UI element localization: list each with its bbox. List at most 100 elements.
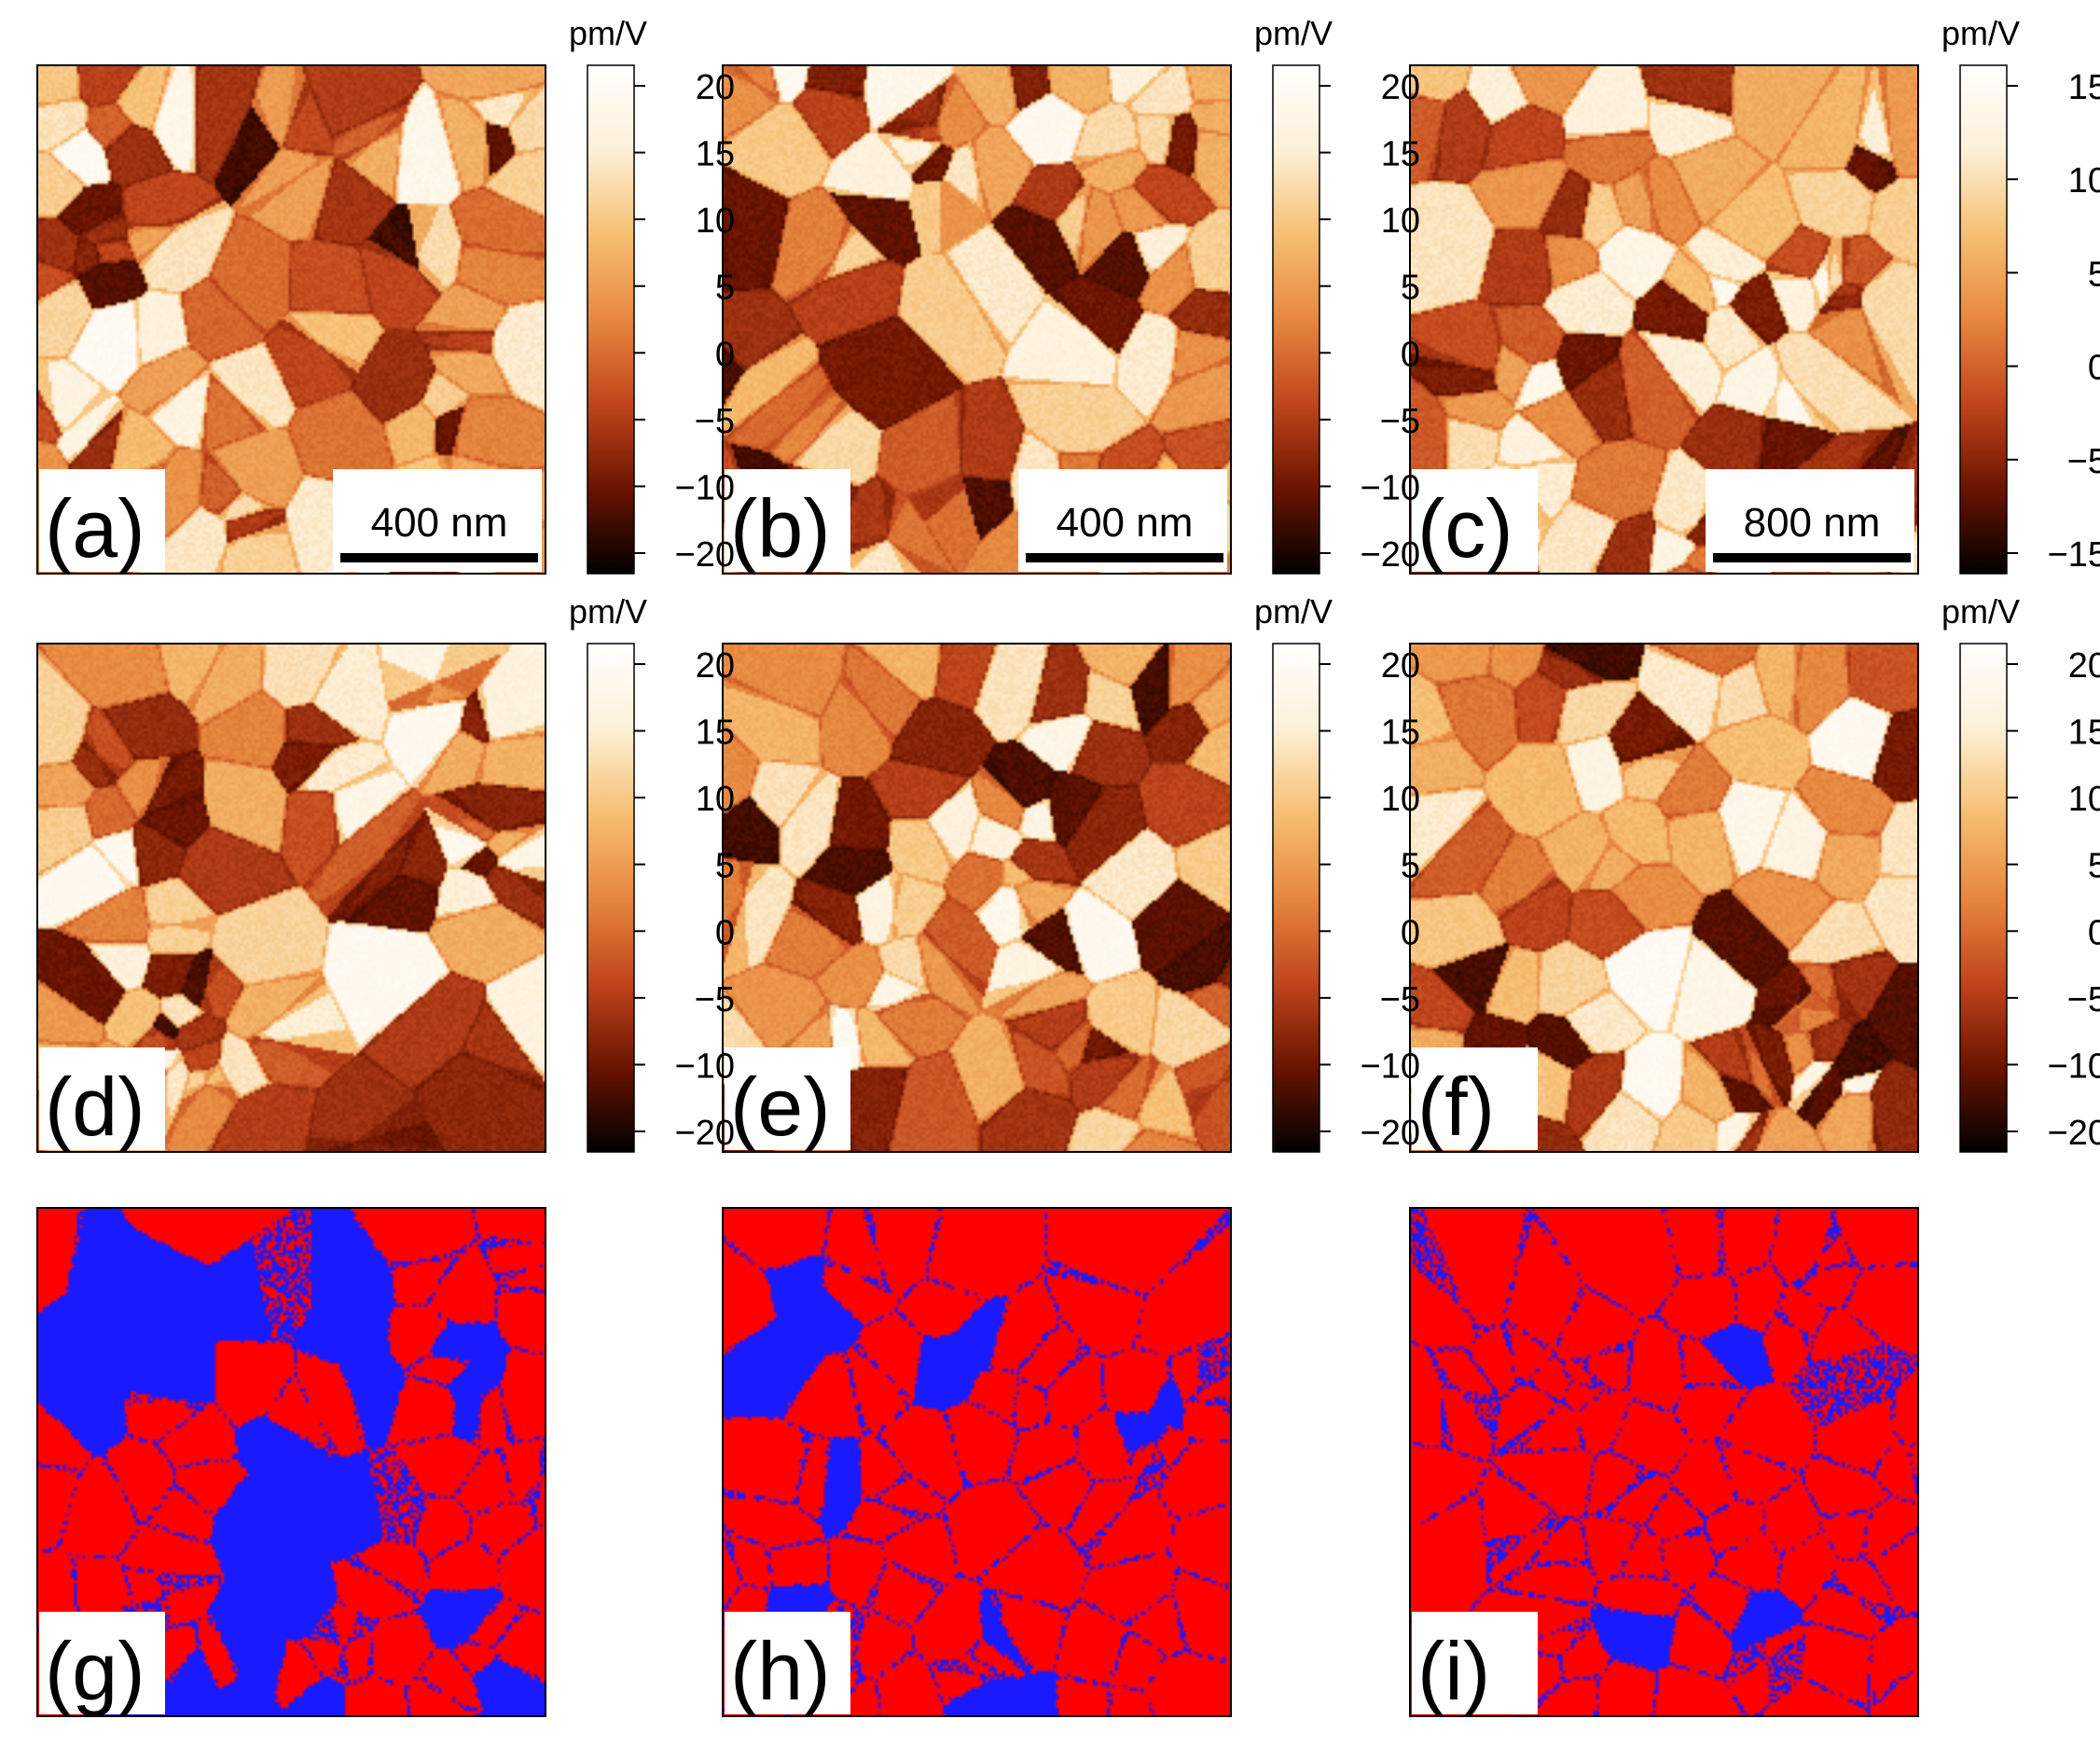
panel-frame-c	[1409, 64, 1919, 575]
colorbar-tick-label: −10	[2048, 1047, 2100, 1086]
panel-frame-g	[36, 1207, 546, 1717]
colorbar-gradient	[1959, 64, 2008, 575]
panel-label-c: (c)	[1417, 482, 1513, 575]
colorbar-tick-label: 20	[2068, 646, 2100, 686]
panel-label-box-a	[39, 469, 165, 572]
colorbar-tick-label: 10	[1381, 201, 1420, 241]
colorbar-d: pm/V 20 15 10 5 0 −5 −10 −20	[569, 592, 735, 1153]
colorbar-tick-label: 20	[696, 68, 735, 107]
colorbar-tick-label: −15	[2048, 535, 2100, 575]
colorbar-unit: pm/V	[1941, 14, 2020, 52]
colorbar-a: pm/V 20 15 10 5 0 −5 −10 −20	[569, 14, 735, 575]
panel-label-box-i	[1412, 1612, 1538, 1714]
colorbar-tick-label: 0	[715, 913, 735, 952]
colorbar-unit: pm/V	[1254, 592, 1333, 631]
colorbar-tick-label: −5	[1380, 402, 1420, 441]
colorbar-tick-label: −10	[1361, 468, 1420, 507]
panel-c: (c) 800 nm	[1409, 64, 1919, 575]
colorbar-tick-label: 5	[715, 847, 735, 886]
colorbar-tick-label: 10	[2068, 780, 2100, 819]
colorbar-f: pm/V 20 15 10 5 0 −5 −10 −20	[1941, 592, 2100, 1153]
colorbar-tick-label: 15	[1381, 714, 1420, 753]
colorbar-tick-label: 20	[696, 646, 735, 686]
colorbar-tick-label: 10	[696, 201, 735, 241]
panel-i: (i)	[1409, 1207, 1919, 1717]
panel-frame-i	[1409, 1207, 1919, 1717]
colorbar-tick-label: 15	[696, 135, 735, 174]
panel-label-box-b	[725, 469, 850, 572]
colorbar-tick-label: 0	[2088, 913, 2100, 952]
scale-bar-a	[340, 553, 538, 562]
panel-b: (b) 400 nm	[722, 64, 1232, 575]
scale-bar-label-c: 800 nm	[1744, 500, 1881, 546]
scale-bar-label-b: 400 nm	[1057, 500, 1194, 546]
panel-h: (h)	[722, 1207, 1232, 1717]
colorbar-tick-label: −20	[675, 1114, 735, 1153]
panel-label-e: (e)	[730, 1061, 831, 1153]
panel-frame-e	[722, 643, 1232, 1153]
colorbar-gradient	[587, 64, 635, 575]
colorbar-tick-label: 15	[2068, 714, 2100, 753]
colorbar-tick-label: 10	[2068, 161, 2100, 201]
panel-label-box-h	[725, 1612, 850, 1714]
colorbar-tick-label: 5	[1401, 269, 1420, 308]
colorbar-unit: pm/V	[569, 592, 647, 631]
colorbar-unit: pm/V	[569, 14, 647, 52]
colorbar-tick-label: −5	[2067, 442, 2100, 481]
colorbar-tick-label: −5	[695, 980, 735, 1019]
panel-frame-h	[722, 1207, 1232, 1717]
panel-g: (g)	[36, 1207, 546, 1717]
colorbar-tick-label: −5	[695, 402, 735, 441]
colorbar-c: pm/V 15 10 5 0 −5 −15	[1941, 14, 2100, 575]
colorbar-tick-label: 15	[1381, 135, 1420, 174]
colorbar-tick-label: 0	[2088, 349, 2100, 388]
colorbar-tick-label: 10	[696, 780, 735, 819]
colorbar-tick-label: 20	[1381, 68, 1420, 107]
panel-label-g: (g)	[45, 1625, 145, 1717]
panel-frame-f	[1409, 643, 1919, 1153]
colorbar-gradient	[1272, 643, 1320, 1153]
panel-label-i: (i)	[1417, 1625, 1490, 1717]
panel-label-a: (a)	[45, 482, 145, 575]
panel-frame-a	[36, 64, 546, 575]
colorbar-tick-label: −5	[2067, 980, 2100, 1019]
colorbar-unit: pm/V	[1254, 14, 1333, 52]
colorbar-tick-label: −10	[675, 1047, 735, 1086]
colorbar-tick-label: 15	[696, 714, 735, 753]
panel-label-f: (f)	[1417, 1061, 1495, 1153]
panel-label-box-f	[1412, 1047, 1538, 1150]
colorbar-gradient	[1959, 643, 2008, 1153]
panel-label-d: (d)	[45, 1061, 145, 1153]
colorbar-tick-label: 0	[715, 335, 735, 374]
colorbar-tick-label: −20	[675, 535, 735, 575]
colorbar-b: pm/V 20 15 10 5 0 −5 −10 −20	[1254, 14, 1420, 575]
panel-frame-d	[36, 643, 546, 1153]
colorbar-tick-label: −10	[1361, 1047, 1420, 1086]
panel-d: (d)	[36, 643, 546, 1153]
panel-label-box-e	[725, 1047, 850, 1150]
colorbar-tick-label: −20	[1361, 1114, 1420, 1153]
panel-label-b: (b)	[730, 482, 831, 575]
panel-label-box-d	[39, 1047, 165, 1150]
colorbar-tick-label: 0	[1401, 913, 1420, 952]
scale-bar-c	[1713, 553, 1911, 562]
colorbar-e: pm/V 20 15 10 5 0 −5 −10 −20	[1254, 592, 1420, 1153]
colorbar-tick-label: 10	[1381, 780, 1420, 819]
scale-bar-label-a: 400 nm	[371, 500, 508, 546]
colorbar-unit: pm/V	[1941, 592, 2020, 631]
colorbar-tick-label: −20	[2048, 1114, 2100, 1153]
colorbar-tick-label: −10	[675, 468, 735, 507]
colorbar-tick-label: 5	[1401, 847, 1420, 886]
panel-a: (a) 400 nm	[36, 64, 546, 575]
colorbar-tick-label: 5	[2088, 847, 2100, 886]
colorbar-tick-label: 5	[715, 269, 735, 308]
panel-label-box-g	[39, 1612, 165, 1714]
colorbar-tick-label: 15	[2068, 68, 2100, 107]
colorbar-gradient	[1272, 64, 1320, 575]
panel-label-h: (h)	[730, 1625, 831, 1717]
scale-bar-b	[1026, 553, 1223, 562]
colorbar-tick-label: −20	[1361, 535, 1420, 575]
panel-f: (f)	[1409, 643, 1919, 1153]
panel-frame-b	[722, 64, 1232, 575]
